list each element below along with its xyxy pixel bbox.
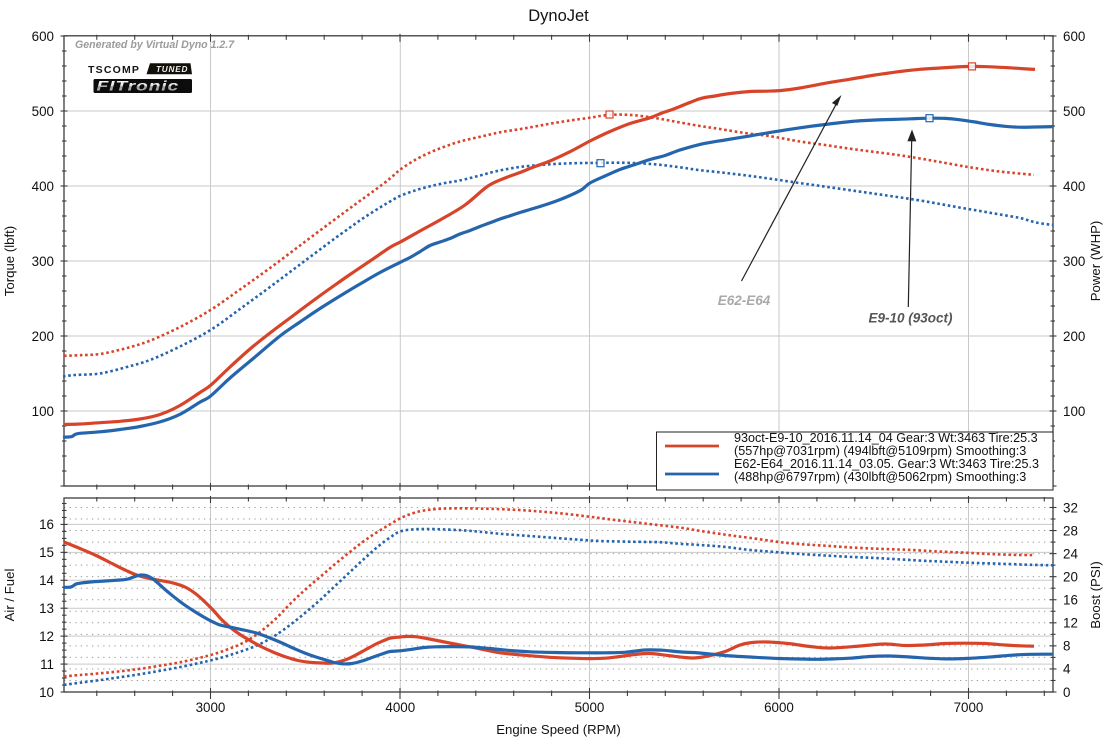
svg-text:(488hp@6797rpm) (430lbft@5062r: (488hp@6797rpm) (430lbft@5062rpm) Smooth… [734,470,1026,484]
svg-text:0: 0 [1063,685,1070,700]
svg-text:200: 200 [32,329,54,344]
svg-text:10: 10 [39,685,54,700]
svg-text:E62-E64_2016.11.14_03.05. Gear: E62-E64_2016.11.14_03.05. Gear:3 Wt:3463… [734,457,1039,471]
svg-text:600: 600 [1063,29,1085,44]
svg-text:200: 200 [1063,329,1085,344]
svg-text:500: 500 [1063,104,1085,119]
svg-text:TSCOMP: TSCOMP [88,64,140,76]
svg-text:20: 20 [1063,570,1078,585]
svg-text:5000: 5000 [575,700,605,715]
svg-text:(557hp@7031rpm) (494lbft@5109r: (557hp@7031rpm) (494lbft@5109rpm) Smooth… [734,444,1026,458]
svg-text:24: 24 [1063,546,1078,561]
svg-text:400: 400 [32,179,54,194]
svg-text:16: 16 [39,517,54,532]
svg-text:3000: 3000 [196,700,226,715]
svg-text:13: 13 [39,601,54,616]
svg-text:Air / Fuel: Air / Fuel [2,569,17,622]
svg-text:6000: 6000 [764,700,794,715]
svg-text:DynoJet: DynoJet [528,7,589,25]
svg-text:100: 100 [32,404,54,419]
svg-text:500: 500 [32,104,54,119]
svg-text:300: 300 [1063,254,1085,269]
svg-text:15: 15 [39,545,54,560]
svg-text:Boost (PSI): Boost (PSI) [1088,561,1103,628]
svg-text:600: 600 [32,29,54,44]
svg-text:Power (WHP): Power (WHP) [1088,221,1103,302]
svg-text:FITronic: FITronic [97,78,180,93]
svg-text:12: 12 [1063,616,1078,631]
svg-text:12: 12 [39,629,54,644]
svg-text:28: 28 [1063,523,1078,538]
svg-text:TUNED: TUNED [156,65,188,74]
svg-text:E9-10 (93oct): E9-10 (93oct) [868,311,953,326]
svg-text:300: 300 [32,254,54,269]
svg-text:93oct-E9-10_2016.11.14_04 Gear: 93oct-E9-10_2016.11.14_04 Gear:3 Wt:3463… [734,431,1038,445]
svg-text:E62-E64: E62-E64 [718,293,771,308]
svg-text:8: 8 [1063,639,1070,654]
svg-text:11: 11 [40,657,54,672]
svg-text:4000: 4000 [385,700,415,715]
svg-text:14: 14 [39,573,54,588]
svg-text:Generated by Virtual Dyno 1.2.: Generated by Virtual Dyno 1.2.7 [75,39,235,51]
svg-text:400: 400 [1063,179,1085,194]
svg-text:Torque (lbft): Torque (lbft) [2,226,17,296]
svg-text:4: 4 [1063,662,1071,677]
svg-text:16: 16 [1063,593,1078,608]
svg-text:7000: 7000 [954,700,984,715]
svg-text:32: 32 [1063,500,1078,515]
svg-text:Engine Speed (RPM): Engine Speed (RPM) [496,722,621,737]
svg-text:100: 100 [1063,404,1085,419]
